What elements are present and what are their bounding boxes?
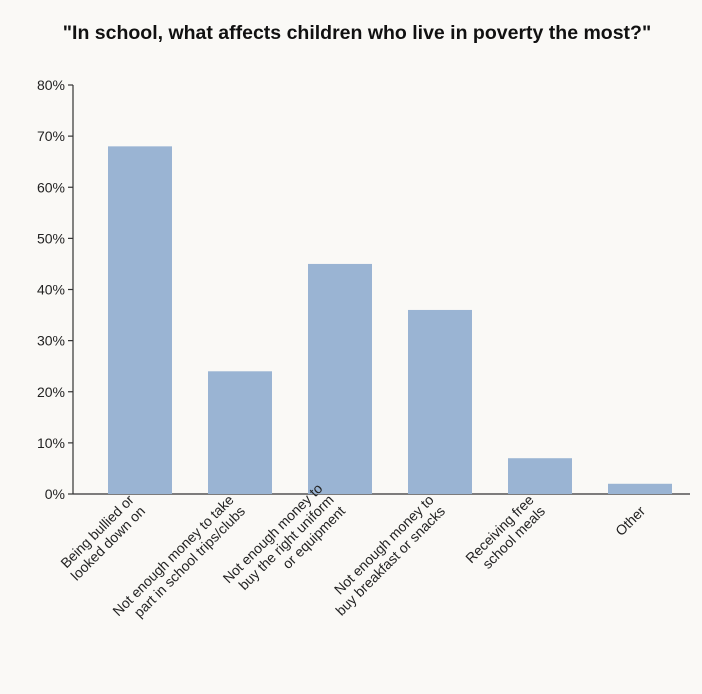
category-label-line: Other xyxy=(612,503,648,539)
bar xyxy=(408,309,472,494)
bar xyxy=(108,146,172,494)
y-tick-label: 30% xyxy=(37,333,65,349)
y-tick-label: 40% xyxy=(37,282,65,298)
y-tick-label: 70% xyxy=(37,128,65,144)
category-label-line: part in school trips/clubs xyxy=(131,503,249,621)
category-label-line: buy the right uniform xyxy=(235,491,337,593)
y-tick-label: 10% xyxy=(37,435,65,451)
y-tick-label: 80% xyxy=(37,77,65,93)
y-tick-label: 50% xyxy=(37,230,65,246)
bar xyxy=(308,263,372,494)
category-label: Other xyxy=(612,503,648,539)
bars xyxy=(108,146,672,494)
y-axis: 0% 10% 20% 30% 40% 50% 60% 70% 80% xyxy=(37,77,74,502)
y-tick-label: 20% xyxy=(37,384,65,400)
chart-title: "In school, what affects children who li… xyxy=(63,22,651,44)
bar xyxy=(508,458,572,494)
category-label-line: buy breakfast or snacks xyxy=(332,503,448,619)
bar xyxy=(608,483,672,494)
bar xyxy=(208,371,272,494)
y-tick-label: 0% xyxy=(45,486,65,502)
y-tick-label: 60% xyxy=(37,179,65,195)
category-label-line: Not enough money to xyxy=(331,491,437,597)
